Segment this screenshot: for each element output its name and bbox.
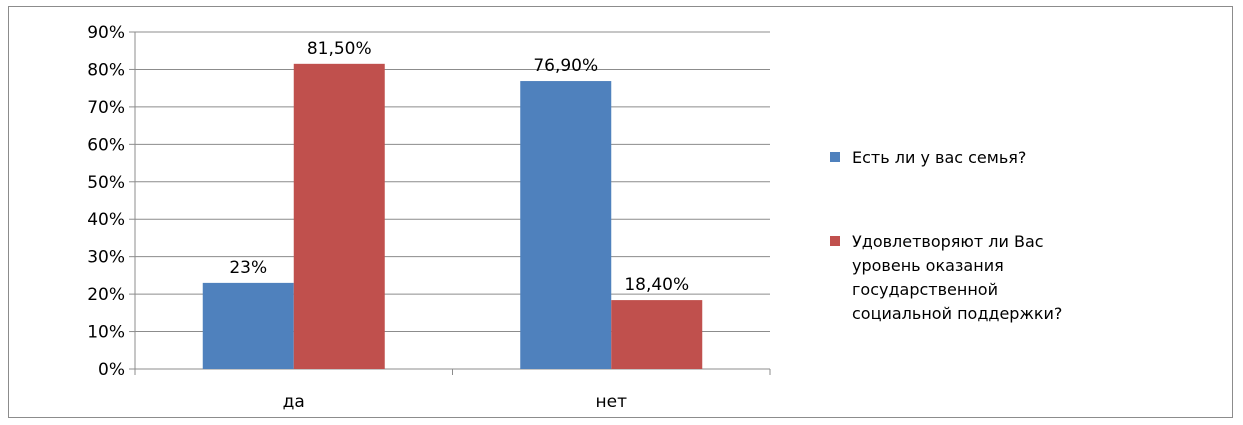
y-tick-label: 30%: [87, 248, 125, 268]
bar: [293, 63, 385, 369]
legend-swatch: [830, 152, 840, 162]
data-label: 76,90%: [533, 56, 598, 76]
y-tick-label: 70%: [87, 98, 125, 118]
y-tick-label: 60%: [87, 135, 125, 155]
y-tick-label: 50%: [87, 173, 125, 193]
x-category-label: да: [283, 392, 305, 412]
y-tick-label: 80%: [87, 60, 125, 80]
data-label: 81,50%: [307, 39, 372, 59]
legend-label-line: Удовлетворяют ли Вас: [852, 232, 1044, 251]
legend-label-line: государственной: [852, 280, 998, 299]
legend-label-line: уровень оказания: [852, 256, 1004, 275]
legend-label: Есть ли у вас семья?: [852, 148, 1026, 167]
bar: [611, 300, 703, 369]
bar: [202, 282, 294, 369]
x-category-label: нет: [596, 392, 628, 412]
legend-label-line: социальной поддержки?: [852, 304, 1062, 323]
y-tick-label: 40%: [87, 210, 125, 230]
data-label: 23%: [229, 258, 267, 278]
y-tick-label: 10%: [87, 323, 125, 343]
data-label: 18,40%: [624, 275, 689, 295]
y-tick-label: 90%: [87, 23, 125, 43]
legend-swatch: [830, 236, 840, 246]
y-tick-label: 20%: [87, 285, 125, 305]
bar: [520, 81, 612, 370]
y-tick-label: 0%: [98, 360, 125, 380]
